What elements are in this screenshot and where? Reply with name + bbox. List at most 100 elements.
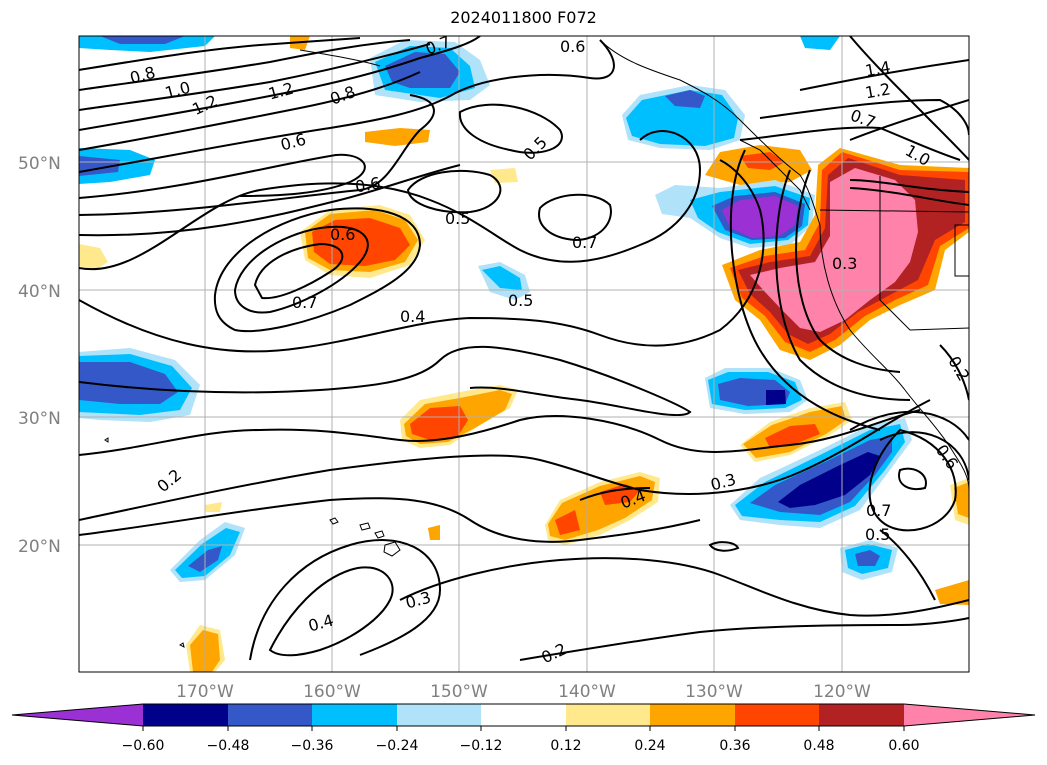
anomaly-orange — [365, 128, 430, 146]
gridlines — [79, 36, 969, 672]
colorbar-segment — [735, 704, 819, 726]
colorbar-tick-label: −0.48 — [207, 738, 250, 754]
contour-label: 0.6 — [354, 173, 382, 196]
small-island — [104, 437, 109, 443]
lon-label: 130°W — [685, 682, 743, 702]
contour-line — [849, 36, 969, 161]
contour-line — [79, 409, 921, 456]
contour-line — [708, 541, 740, 552]
contour-line — [79, 43, 431, 111]
anomaly-blue — [800, 36, 840, 50]
contour-label: 0.5 — [865, 525, 890, 544]
contour-label: 1.4 — [864, 57, 892, 80]
colorbar-segment — [481, 704, 566, 726]
anomaly-red — [740, 152, 785, 170]
lat-label: 20°N — [18, 537, 61, 557]
lon-label: 160°W — [303, 682, 361, 702]
coastline-uswest — [819, 224, 906, 391]
contour-line — [399, 557, 969, 617]
anomaly-blue — [855, 550, 880, 566]
contour-line — [249, 539, 442, 661]
colorbar: −0.60 −0.48 −0.36 −0.24 −0.12 0.12 0.24 … — [11, 703, 1036, 754]
contour-line — [799, 59, 969, 91]
contour-label: 0.3 — [832, 254, 857, 273]
colorbar-tick-label: −0.36 — [291, 738, 334, 754]
colorbar-extend-right — [904, 704, 1035, 726]
contour-label: 0.7 — [866, 501, 891, 520]
contour-line — [775, 169, 911, 401]
contour-line — [519, 617, 969, 661]
contour-line — [849, 187, 969, 206]
contour-label: 0.4 — [400, 307, 425, 326]
contour-line — [879, 529, 936, 601]
contour-line — [879, 431, 969, 481]
contour-line — [739, 126, 961, 161]
hawaii-island — [374, 530, 385, 539]
contour-line — [538, 193, 612, 242]
contour-line — [79, 94, 435, 216]
border-states — [954, 224, 969, 277]
colorbar-tick-label: 0.60 — [888, 738, 919, 754]
contour-line — [79, 71, 421, 151]
small-island — [179, 642, 185, 648]
contour-line — [79, 153, 366, 199]
colorbar-extend-left — [12, 704, 143, 726]
lon-label: 170°W — [176, 682, 234, 702]
anomaly-blue — [79, 362, 178, 404]
anomaly-red — [765, 424, 820, 448]
colorbar-tick-label: 0.24 — [634, 738, 665, 754]
lat-label: 40°N — [18, 282, 61, 302]
colorbar-segment — [650, 704, 735, 726]
contour-label: 0.6 — [330, 225, 355, 244]
coastline-baja — [904, 389, 969, 491]
colorbar-tick-label: 0.12 — [550, 738, 581, 754]
contour-line — [213, 207, 422, 333]
lon-label: 140°W — [558, 682, 616, 702]
colorbar-segment — [566, 704, 650, 726]
contour-line — [253, 242, 344, 300]
anomaly-blue — [778, 452, 880, 508]
contour-line — [458, 103, 563, 154]
lon-labels: 170°W 160°W 150°W 140°W 130°W 120°W — [176, 682, 871, 702]
lat-labels: 50°N 40°N 30°N 20°N — [18, 154, 61, 557]
contour-label: 0.7 — [572, 233, 597, 252]
hawaii-island — [359, 522, 371, 531]
colorbar-tick-label: −0.12 — [460, 738, 503, 754]
anomaly-yellow — [79, 244, 108, 270]
contour-line — [79, 37, 361, 71]
colorbar-tick-label: −0.60 — [122, 738, 165, 754]
contour-line — [849, 410, 969, 441]
contour-line — [79, 345, 692, 417]
plot-area — [79, 36, 969, 672]
anomaly-blue — [100, 36, 185, 44]
contour-line — [233, 225, 369, 314]
coastline-bc — [739, 139, 811, 211]
contour-line — [79, 39, 411, 91]
colorbar-tick-label: 0.48 — [803, 738, 834, 754]
plot-frame — [78, 35, 970, 673]
contour-line — [849, 179, 969, 193]
anomaly-orange — [954, 482, 969, 518]
anomaly-blue — [482, 266, 522, 290]
contour-line — [898, 467, 927, 490]
contour-line — [79, 39, 615, 173]
contour-line — [868, 428, 957, 532]
contour-line — [729, 149, 881, 431]
lat-label: 50°N — [18, 154, 61, 174]
contour-label: 0.5 — [445, 209, 470, 228]
colorbar-segment — [312, 704, 397, 726]
colorbar-segment — [228, 704, 312, 726]
anomaly-blue — [665, 90, 705, 108]
hawaii-island — [383, 541, 401, 557]
contour-label: 0.5 — [508, 291, 533, 310]
coastline-aleutians — [299, 49, 381, 67]
anomaly-pink — [750, 168, 918, 332]
contour-line — [579, 487, 651, 501]
contour-line — [79, 497, 701, 543]
anomaly-blue — [766, 390, 786, 405]
anomaly-yellow — [490, 168, 518, 183]
contour-line — [406, 169, 502, 214]
contour-layer — [79, 36, 969, 661]
contour-line — [79, 164, 461, 237]
